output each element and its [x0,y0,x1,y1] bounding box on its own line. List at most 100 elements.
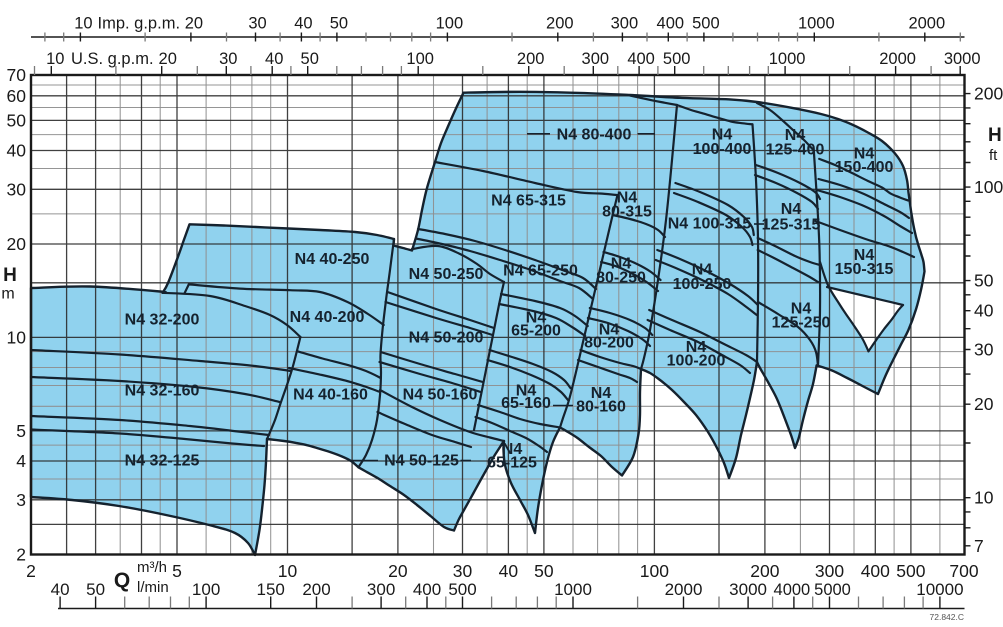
svg-text:1000: 1000 [769,50,806,68]
svg-text:N4: N4 [502,441,523,458]
svg-text:700: 700 [949,561,978,581]
svg-text:N4 40-250: N4 40-250 [295,251,370,268]
svg-text:125-315: 125-315 [762,217,821,234]
svg-text:N4 100-315: N4 100-315 [668,216,752,233]
svg-text:3000: 3000 [944,50,981,68]
svg-text:1000: 1000 [798,15,835,33]
svg-text:N4: N4 [692,262,713,279]
svg-text:400: 400 [413,580,441,599]
svg-text:200: 200 [302,580,330,599]
svg-text:10: 10 [74,15,92,33]
svg-text:20: 20 [7,234,27,254]
svg-text:l/min: l/min [137,579,169,596]
svg-text:ft: ft [989,147,998,164]
svg-text:65-200: 65-200 [511,323,561,340]
svg-text:10: 10 [7,327,27,347]
svg-text:N4 50-200: N4 50-200 [409,330,484,347]
svg-text:m: m [1,286,14,303]
svg-text:200: 200 [517,50,545,68]
svg-text:m³/h: m³/h [137,559,167,576]
svg-text:N4: N4 [854,247,875,264]
svg-text:5000: 5000 [814,581,851,599]
svg-text:200: 200 [974,84,1003,104]
svg-text:2: 2 [26,561,36,581]
svg-text:40: 40 [499,561,519,581]
svg-text:N4 32-160: N4 32-160 [125,383,200,400]
svg-text:10000: 10000 [916,580,963,599]
svg-text:N4 32-200: N4 32-200 [125,312,200,329]
svg-text:50: 50 [7,110,27,130]
svg-text:30: 30 [248,15,266,33]
svg-text:400: 400 [627,50,655,68]
svg-text:N4 65-250: N4 65-250 [503,263,578,280]
svg-text:N4: N4 [599,322,620,339]
svg-text:N4: N4 [591,385,612,402]
svg-text:40: 40 [265,50,283,68]
svg-text:H: H [988,125,1002,146]
svg-text:500: 500 [896,561,925,581]
svg-text:100: 100 [974,177,1003,197]
svg-text:30: 30 [7,179,27,199]
svg-text:400: 400 [861,561,890,581]
svg-text:2000: 2000 [665,580,703,599]
svg-text:U.S. g.p.m.: U.S. g.p.m. [71,50,154,68]
svg-text:N4 65-315: N4 65-315 [491,193,566,210]
svg-text:N4: N4 [526,310,547,327]
svg-text:30: 30 [219,50,237,68]
svg-text:100-400: 100-400 [693,141,752,158]
svg-text:N4: N4 [785,127,806,144]
svg-text:Q: Q [114,569,130,592]
svg-text:200: 200 [546,15,574,33]
svg-text:80-250: 80-250 [596,270,646,287]
svg-text:N4: N4 [791,301,812,318]
svg-text:300: 300 [582,50,610,68]
svg-text:N4 50-125: N4 50-125 [384,453,459,470]
svg-text:N4 80-400: N4 80-400 [557,127,632,144]
svg-text:50: 50 [301,50,319,68]
svg-text:125-400: 125-400 [766,142,825,159]
svg-text:300: 300 [367,580,395,599]
svg-text:H: H [3,265,17,286]
svg-text:72.842.C: 72.842.C [930,612,965,622]
svg-text:125-250: 125-250 [772,315,831,332]
svg-text:N4: N4 [854,146,875,163]
svg-text:10: 10 [278,561,298,581]
svg-text:40: 40 [51,580,70,599]
svg-text:50: 50 [86,580,105,599]
svg-text:100-200: 100-200 [667,353,726,370]
svg-text:60: 60 [7,86,27,106]
svg-text:2: 2 [16,545,26,565]
svg-text:N4 32-125: N4 32-125 [125,453,200,470]
svg-text:N4: N4 [781,201,802,218]
svg-text:40: 40 [7,141,27,161]
svg-text:500: 500 [692,15,720,33]
svg-text:200: 200 [750,561,779,581]
svg-text:N4: N4 [712,127,733,144]
svg-text:20: 20 [974,394,994,414]
svg-text:30: 30 [974,340,994,360]
svg-text:N4 40-200: N4 40-200 [290,309,365,326]
svg-text:400: 400 [657,15,685,33]
svg-text:N4: N4 [686,339,707,356]
svg-text:N4: N4 [617,190,638,207]
svg-text:100: 100 [640,561,669,581]
svg-text:2000: 2000 [908,15,945,33]
svg-text:50: 50 [330,15,348,33]
svg-text:N4 50-250: N4 50-250 [409,266,484,283]
svg-text:2000: 2000 [879,50,916,68]
svg-text:5: 5 [16,421,26,441]
svg-text:20: 20 [185,15,203,33]
svg-text:1000: 1000 [554,580,592,599]
svg-text:3: 3 [16,490,26,510]
svg-text:100: 100 [436,15,464,33]
svg-text:150-315: 150-315 [835,261,894,278]
svg-text:300: 300 [815,561,844,581]
svg-text:50: 50 [534,561,554,581]
svg-text:N4 40-160: N4 40-160 [293,387,368,404]
svg-text:3000: 3000 [729,580,767,599]
svg-text:5: 5 [172,561,182,581]
svg-text:500: 500 [663,50,691,68]
svg-text:20: 20 [388,561,408,581]
svg-text:65-125: 65-125 [487,455,537,472]
svg-text:N4: N4 [516,383,537,400]
